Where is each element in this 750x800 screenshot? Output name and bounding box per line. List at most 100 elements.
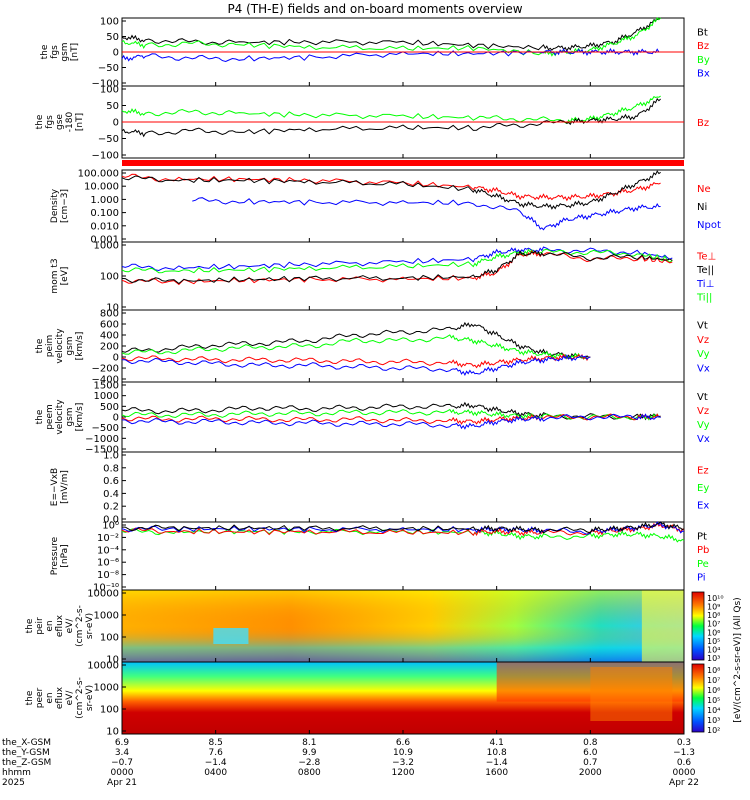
panel-density-ytick-label: 1.000 — [90, 195, 119, 206]
panel-peir_eflux-ylabel: eV/ — [65, 618, 75, 634]
panel-peim_velocity-ytick-label: −400 — [92, 375, 119, 386]
panel-efield-legend-2: Ex — [697, 501, 709, 512]
xaxis-row-value: Apr 21 — [107, 778, 137, 788]
panel-mom_t3-legend-2: Ti⊥ — [696, 279, 714, 290]
panel-peim_velocity-ylabel: [km/s] — [75, 332, 85, 361]
xaxis-row-value: 0800 — [298, 768, 321, 778]
panel-peem_velocity-series-2 — [121, 413, 661, 425]
panel-pressure-ytick-label: 10⁻⁴ — [97, 545, 119, 556]
panel-fgs_gse-ylabel: gse — [55, 114, 65, 130]
xaxis-row-value: 9.9 — [302, 748, 317, 758]
panel-peim_velocity-series-3 — [122, 354, 591, 376]
panel-efield-ytick-label: 0.4 — [103, 489, 119, 500]
panel-density-ylabel: Density — [50, 188, 60, 223]
panel-efield-ytick-label: 0.2 — [103, 502, 119, 513]
panel-peir_eflux-colorbar-tick: 10⁷ — [707, 620, 720, 629]
xaxis-row-value: 10.9 — [393, 748, 413, 758]
panel-mom_t3-ytick-label: 1000 — [94, 241, 119, 252]
panel-peem_velocity-ytick-label: −1000 — [85, 434, 119, 445]
separator-band — [122, 160, 684, 166]
xaxis-row-value: −0.7 — [111, 758, 133, 768]
panel-efield-legend-0: Ez — [697, 466, 709, 477]
panel-fgs_gsm-ylabel: the — [40, 44, 50, 59]
panel-fgs_gsm-legend-0: Bt — [697, 28, 708, 39]
panel-peir_eflux-colorbar — [691, 591, 705, 661]
panel-peim_velocity-series-2 — [121, 353, 591, 369]
panel-fgs_gsm-ylabel: [nT] — [70, 43, 80, 61]
xaxis-row-label: 2025 — [2, 778, 25, 788]
panel-density-ylabel: [cm−3] — [60, 189, 70, 223]
panel-fgs_gse-legend-0: Bz — [697, 118, 709, 129]
panel-peir_eflux-feature — [213, 628, 249, 644]
panel-peim_velocity-ytick-label: 800 — [100, 309, 119, 320]
panel-fgs_gse-ylabel: [nT] — [75, 113, 85, 131]
panel-efield-ytick-label: 0.0 — [103, 515, 119, 526]
page-title: P4 (TH-E) fields and on-board moments ov… — [227, 2, 523, 16]
panel-peim_velocity-ytick-label: −200 — [92, 364, 119, 375]
panel-peir_eflux-colorbar-tick: 10¹⁰ — [707, 594, 724, 603]
panel-pressure-ytick-label: 10⁻² — [97, 533, 119, 544]
panel-peer_eflux-colorbar-tick: 10⁴ — [707, 706, 720, 715]
panel-pressure-ylabel: [nPa] — [60, 544, 70, 567]
panel-peem_velocity-legend-1: Vz — [697, 406, 709, 417]
panel-peim_velocity-legend-1: Vz — [697, 335, 709, 346]
panel-fgs_gsm-ylabel: fgs — [50, 45, 60, 59]
panel-pressure-legend-0: Pt — [697, 532, 707, 543]
panel-pressure-series-3 — [122, 521, 685, 534]
panel-fgs_gse-ytick-label: 50 — [106, 101, 119, 112]
panel-peir_eflux-heatmap-overlay — [122, 590, 684, 662]
panel-peir_eflux-ylabel: eflux — [55, 614, 65, 637]
panel-peir_eflux-colorbar-tick: 10⁵ — [707, 637, 720, 646]
panel-efield-ylabel: [mV/m] — [60, 470, 70, 504]
xaxis-row-value: 6.9 — [115, 738, 130, 748]
panel-peir_eflux-ytick-label: 10000 — [87, 589, 119, 600]
panel-efield-ytick-label: 1.0 — [103, 451, 119, 462]
panel-fgs_gsm-legend-2: By — [697, 55, 710, 66]
xaxis-row-value: −1.4 — [486, 758, 508, 768]
xaxis-row-value: 1200 — [392, 768, 415, 778]
panel-fgs_gsm-ytick-label: 50 — [106, 32, 119, 43]
panel-peim_velocity-ytick-label: 0 — [113, 353, 119, 364]
panel-fgs_gse-ytick-label: 0 — [113, 118, 119, 129]
panel-peir_eflux-ylabel: en — [45, 620, 55, 631]
panel-peir_eflux-ytick-label: 1000 — [94, 611, 119, 622]
panel-density-series-1 — [121, 170, 661, 210]
panel-efield-ytick-label: 0.8 — [103, 463, 119, 474]
panel-peem_velocity-series-3 — [122, 413, 661, 430]
xaxis-row-value: −3.2 — [392, 758, 414, 768]
panel-fgs_gse-ytick-label: −100 — [92, 151, 119, 162]
xaxis-row-value: 3.4 — [115, 748, 130, 758]
panel-fgs_gsm-ytick-label: 0 — [113, 48, 119, 59]
xaxis-row-value: 1600 — [485, 768, 508, 778]
xaxis-row-value: 8.5 — [209, 738, 223, 748]
panel-peim_velocity-legend-0: Vt — [697, 320, 708, 331]
xaxis-row-value: −1.4 — [205, 758, 227, 768]
panel-density-series-2 — [192, 197, 661, 231]
xaxis-row-value: 0000 — [111, 768, 134, 778]
xaxis-row-value: −2.8 — [298, 758, 320, 768]
panel-peer_eflux-ylabel: peer — [35, 687, 45, 708]
panel-density-legend-1: Ni — [697, 202, 707, 213]
panel-density-legend-2: Npot — [697, 220, 721, 231]
panel-efield-ylabel: E=−VxB — [50, 468, 60, 506]
panel-peer_eflux-ylabel: en — [45, 692, 55, 703]
panel-pressure-legend-2: Pe — [697, 559, 709, 570]
panel-mom_t3-ytick-label: 100 — [100, 272, 119, 283]
panel-fgs_gsm-ytick-label: 100 — [100, 17, 119, 28]
panel-peim_velocity-ylabel: peim — [45, 335, 55, 358]
panel-peir_eflux-ylabel: peir — [35, 617, 45, 635]
panel-peer_eflux-colorbar — [691, 663, 705, 733]
xaxis-row-value: 0.3 — [677, 738, 691, 748]
panel-peir_eflux-ytick-label: 10 — [106, 655, 119, 666]
panel-peer_eflux-ytick-label: 1000 — [94, 683, 119, 694]
panel-mom_t3-ylabel: [eV] — [60, 267, 70, 286]
panel-peer_eflux-ylabel: sr-eV) — [85, 685, 95, 711]
panel-mom_t3-series-3 — [121, 249, 673, 285]
panel-peir_eflux-colorbar-tick: 10⁴ — [707, 645, 720, 654]
panel-fgs_gsm-legend-1: Bz — [697, 41, 709, 52]
panel-peer_eflux-ytick-label: 10 — [106, 727, 119, 738]
panel-peim_velocity-frame — [121, 309, 685, 383]
panel-fgs_gse-ylabel: fgs — [45, 115, 55, 129]
